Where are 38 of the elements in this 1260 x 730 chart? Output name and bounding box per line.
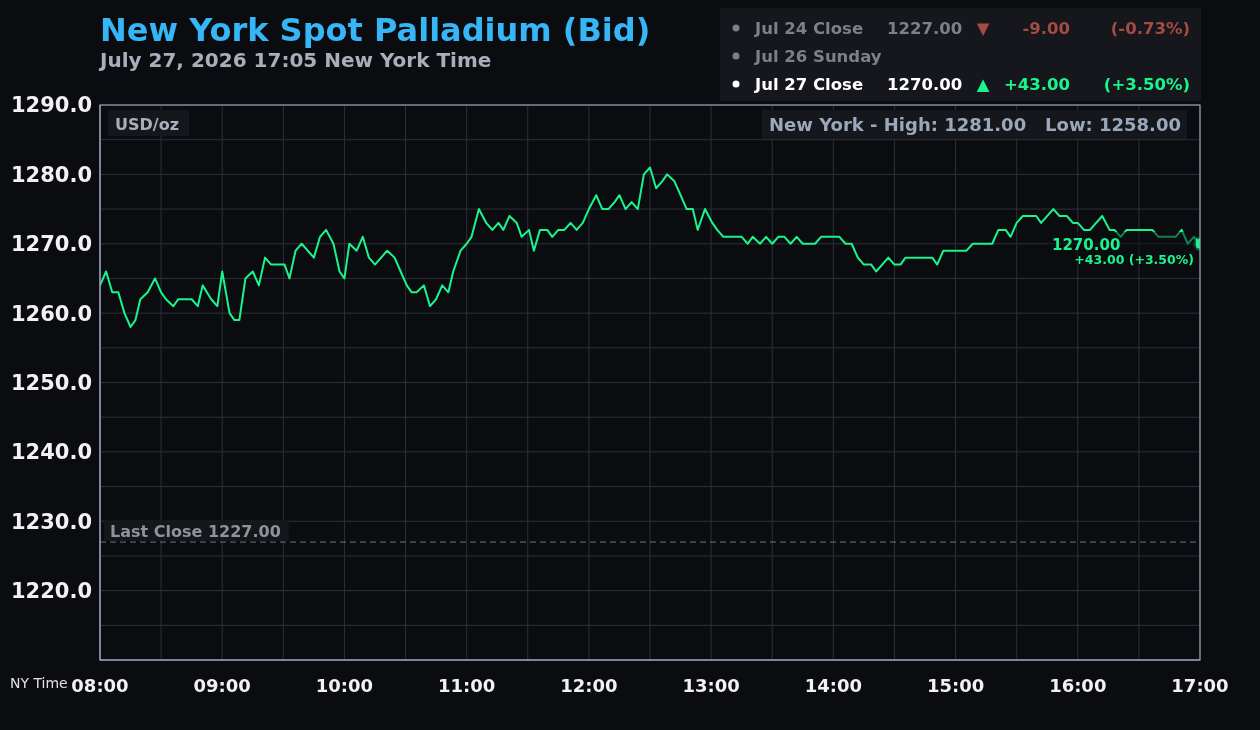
- y-tick-label: 1270.0: [10, 232, 92, 257]
- x-tick-label: 12:00: [560, 674, 618, 696]
- x-tick-label: 13:00: [682, 674, 740, 696]
- annotation: Low: 1258.00: [1045, 114, 1181, 135]
- y-tick-label: 1230.0: [10, 509, 92, 534]
- y-tick-label: 1250.0: [10, 370, 92, 395]
- text: +43.00: [1003, 75, 1070, 94]
- text: ▼: [976, 19, 990, 38]
- x-tick-label: 15:00: [926, 674, 985, 696]
- text: Jul 27 Close: [754, 75, 864, 94]
- x-tick-label: 10:00: [315, 674, 374, 696]
- y-tick-label: 1290.0: [10, 93, 92, 118]
- chart-subtitle: July 27, 2026 17:05 New York Time: [98, 48, 492, 72]
- x-tick-label: 11:00: [438, 674, 496, 696]
- ref-line-label: Last Close 1227.00: [110, 522, 281, 542]
- annotation: New York - High: 1281.00: [769, 114, 1027, 135]
- text: (+3.50%): [1103, 75, 1190, 94]
- text: -9.00: [1022, 19, 1070, 38]
- text: 1227.00: [887, 19, 963, 38]
- x-axis-title: NY Time: [10, 675, 68, 691]
- x-tick-label: 16:00: [1049, 674, 1107, 696]
- annotation: +43.00 (+3.50%): [1074, 252, 1194, 267]
- x-tick-label: 14:00: [804, 674, 862, 696]
- text: ▲: [976, 75, 990, 94]
- y-tick-label: 1260.0: [10, 301, 92, 326]
- y-tick-label: 1240.0: [10, 440, 92, 465]
- y-axis-title: USD/oz: [115, 115, 179, 134]
- x-tick-label: 08:00: [71, 674, 129, 696]
- annotation: 1270.00: [1052, 236, 1121, 254]
- text: Jul 26 Sunday: [754, 47, 882, 66]
- y-tick-label: 1280.0: [10, 162, 92, 187]
- chart-title: New York Spot Palladium (Bid): [100, 11, 651, 49]
- x-tick-label: 17:00: [1171, 674, 1229, 696]
- text: (-0.73%): [1110, 19, 1190, 38]
- text: Jul 24 Close: [754, 19, 864, 38]
- x-tick-label: 09:00: [193, 674, 251, 696]
- y-tick-label: 1220.0: [10, 579, 92, 604]
- text: 1270.00: [887, 75, 963, 94]
